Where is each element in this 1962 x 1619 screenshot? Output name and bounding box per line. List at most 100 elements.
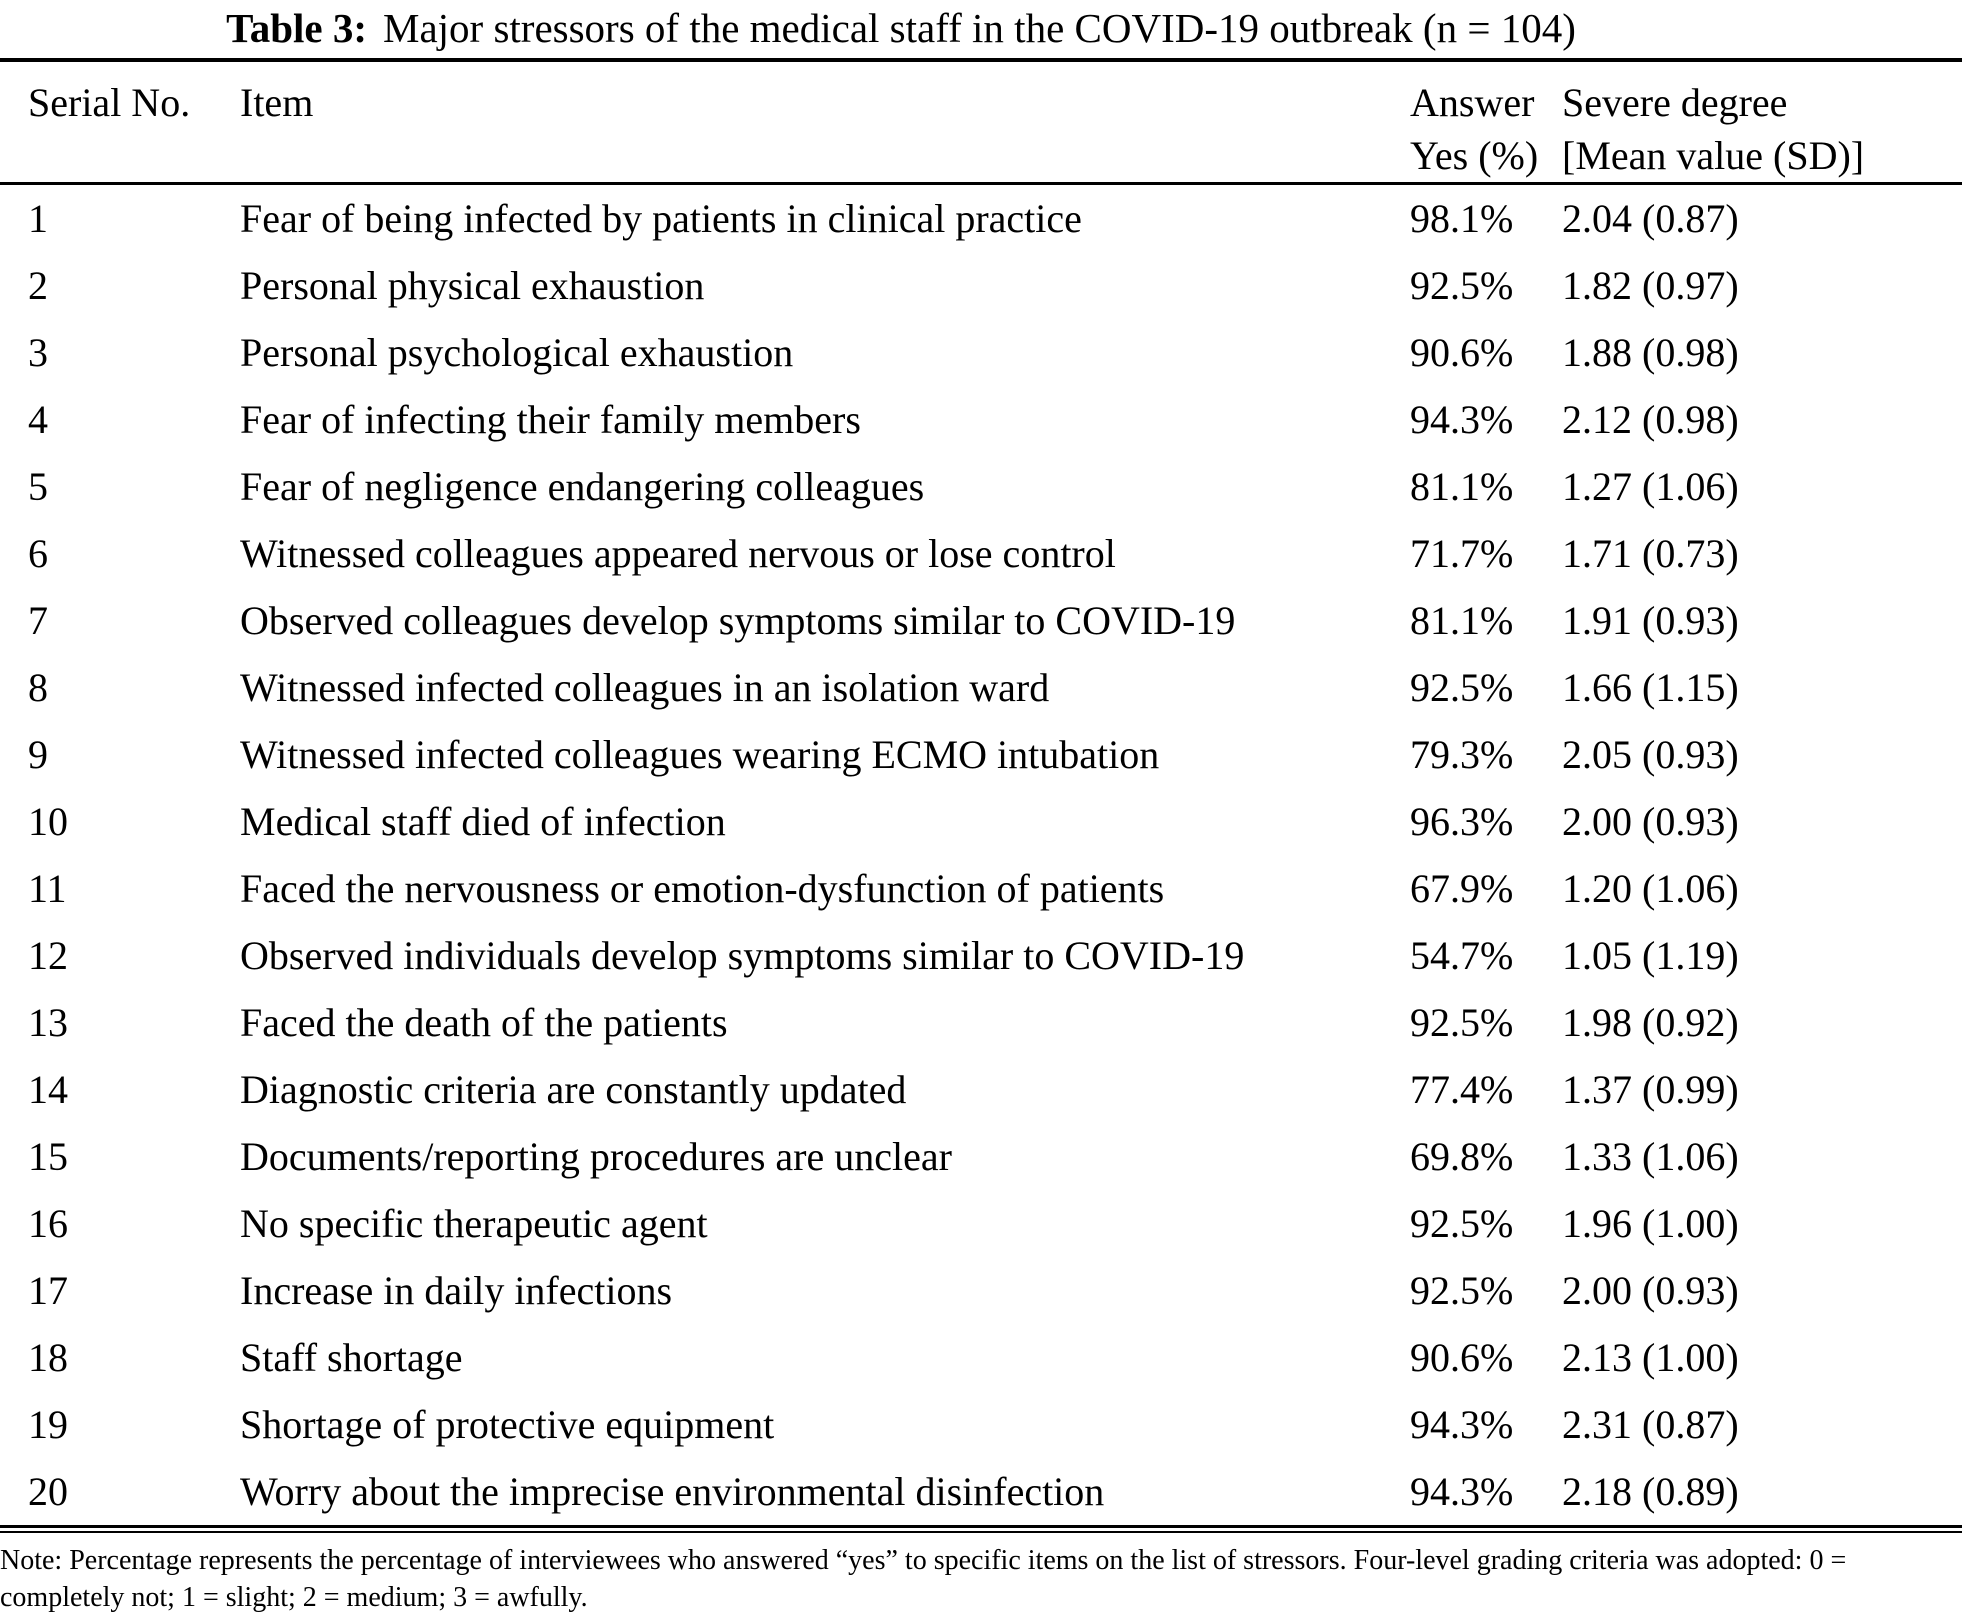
row-item: Increase in daily infections [240, 1268, 673, 1313]
header-rule [0, 182, 1962, 185]
row-severe-degree: 1.20 (1.06) [1562, 866, 1739, 911]
table-row: 18 Staff shortage 90.6% 2.13 (1.00) [0, 1324, 1962, 1391]
row-severe-degree: 1.33 (1.06) [1562, 1134, 1739, 1179]
table-row: 15 Documents/reporting procedures are unc… [0, 1123, 1962, 1190]
row-item: Fear of being infected by patients in cl… [240, 196, 1082, 241]
table-caption-label: Table 3: [226, 5, 367, 51]
row-yes-percent: 94.3% [1410, 1469, 1514, 1514]
table-header-row: Serial No. Item Answer Yes (%) Severe de… [0, 62, 1962, 182]
table-row: 20 Worry about the imprecise environmenta… [0, 1458, 1962, 1525]
row-serial-no: 13 [28, 1000, 68, 1045]
row-severe-degree: 1.37 (0.99) [1562, 1067, 1739, 1112]
row-serial-no: 20 [28, 1469, 68, 1514]
table-row: 5 Fear of negligence endangering colleagu… [0, 453, 1962, 520]
row-serial-no: 18 [28, 1335, 68, 1380]
col-header-severe-line2: [Mean value (SD)] [1562, 133, 1865, 178]
table-row: 4 Fear of infecting their family members 9… [0, 386, 1962, 453]
row-yes-percent: 90.6% [1410, 1335, 1514, 1380]
row-serial-no: 14 [28, 1067, 68, 1112]
row-serial-no: 6 [28, 531, 48, 576]
col-header-answer-line2: Yes (%) [1410, 133, 1539, 178]
row-yes-percent: 92.5% [1410, 665, 1514, 710]
row-item: Fear of infecting their family members [240, 397, 861, 442]
row-item: No specific therapeutic agent [240, 1201, 708, 1246]
row-serial-no: 11 [28, 866, 67, 911]
table-row: 3 Personal psychological exhaustion 90.6% 1… [0, 319, 1962, 386]
row-item: Worry about the imprecise environmental … [240, 1469, 1105, 1514]
row-serial-no: 7 [28, 598, 48, 643]
table-row: 7 Observed colleagues develop symptoms si… [0, 587, 1962, 654]
row-yes-percent: 69.8% [1410, 1134, 1514, 1179]
row-serial-no: 9 [28, 732, 48, 777]
row-severe-degree: 1.27 (1.06) [1562, 464, 1739, 509]
row-item: Witnessed colleagues appeared nervous or… [240, 531, 1116, 576]
table-row: 1 Fear of being infected by patients in c… [0, 185, 1962, 252]
row-severe-degree: 2.18 (0.89) [1562, 1469, 1739, 1514]
row-yes-percent: 98.1% [1410, 196, 1514, 241]
col-header-answer-yes: Answer Yes (%) [1410, 76, 1562, 182]
row-severe-degree: 2.00 (0.93) [1562, 1268, 1739, 1313]
col-header-serial-no: Serial No. [28, 80, 191, 125]
table-caption: Table 3: Major stressors of the medical s… [0, 0, 1962, 58]
row-severe-degree: 2.13 (1.00) [1562, 1335, 1739, 1380]
top-rule [0, 58, 1962, 62]
row-serial-no: 16 [28, 1201, 68, 1246]
row-item: Observed individuals develop symptoms si… [240, 933, 1245, 978]
row-yes-percent: 67.9% [1410, 866, 1514, 911]
row-yes-percent: 96.3% [1410, 799, 1514, 844]
row-yes-percent: 92.5% [1410, 263, 1514, 308]
table-row: 16 No specific therapeutic agent 92.5% 1.96… [0, 1190, 1962, 1257]
row-serial-no: 2 [28, 263, 48, 308]
row-serial-no: 1 [28, 196, 48, 241]
row-item: Observed colleagues develop symptoms sim… [240, 598, 1236, 643]
table-row: 11 Faced the nervousness or emotion-dysfu… [0, 855, 1962, 922]
row-severe-degree: 1.96 (1.00) [1562, 1201, 1739, 1246]
row-severe-degree: 1.98 (0.92) [1562, 1000, 1739, 1045]
row-yes-percent: 71.7% [1410, 531, 1514, 576]
row-serial-no: 19 [28, 1402, 68, 1447]
row-yes-percent: 94.3% [1410, 1402, 1514, 1447]
row-yes-percent: 77.4% [1410, 1067, 1514, 1112]
table-row: 8 Witnessed infected colleagues in an iso… [0, 654, 1962, 721]
row-yes-percent: 79.3% [1410, 732, 1514, 777]
row-yes-percent: 81.1% [1410, 464, 1514, 509]
table-row: 6 Witnessed colleagues appeared nervous o… [0, 520, 1962, 587]
table-row: 12 Observed individuals develop symptoms … [0, 922, 1962, 989]
row-item: Witnessed infected colleagues in an isol… [240, 665, 1050, 710]
row-yes-percent: 90.6% [1410, 330, 1514, 375]
row-serial-no: 15 [28, 1134, 68, 1179]
row-severe-degree: 1.66 (1.15) [1562, 665, 1739, 710]
table-body: 1 Fear of being infected by patients in c… [0, 185, 1962, 1525]
row-yes-percent: 81.1% [1410, 598, 1514, 643]
table-row: 13 Faced the death of the patients 92.5% 1.… [0, 989, 1962, 1056]
row-item: Witnessed infected colleagues wearing EC… [240, 732, 1160, 777]
row-item: Personal physical exhaustion [240, 263, 705, 308]
row-serial-no: 5 [28, 464, 48, 509]
row-severe-degree: 1.71 (0.73) [1562, 531, 1739, 576]
col-header-severe-line1: Severe degree [1562, 80, 1788, 125]
row-severe-degree: 1.05 (1.19) [1562, 933, 1739, 978]
col-header-item: Item [240, 80, 314, 125]
row-severe-degree: 1.82 (0.97) [1562, 263, 1739, 308]
row-serial-no: 4 [28, 397, 48, 442]
col-header-answer-line1: Answer [1410, 80, 1535, 125]
table-note: Note: Percentage represents the percenta… [0, 1545, 1847, 1613]
row-severe-degree: 2.04 (0.87) [1562, 196, 1739, 241]
row-item: Medical staff died of infection [240, 799, 726, 844]
table-row: 2 Personal physical exhaustion 92.5% 1.82 (… [0, 252, 1962, 319]
row-serial-no: 10 [28, 799, 68, 844]
row-yes-percent: 92.5% [1410, 1000, 1514, 1045]
row-item: Documents/reporting procedures are uncle… [240, 1134, 952, 1179]
row-yes-percent: 92.5% [1410, 1201, 1514, 1246]
row-item: Diagnostic criteria are constantly updat… [240, 1067, 907, 1112]
row-item: Personal psychological exhaustion [240, 330, 794, 375]
row-severe-degree: 2.12 (0.98) [1562, 397, 1739, 442]
row-yes-percent: 92.5% [1410, 1268, 1514, 1313]
row-item: Shortage of protective equipment [240, 1402, 775, 1447]
row-yes-percent: 94.3% [1410, 397, 1514, 442]
row-serial-no: 3 [28, 330, 48, 375]
table-row: 10 Medical staff died of infection 96.3% 2.… [0, 788, 1962, 855]
row-severe-degree: 2.31 (0.87) [1562, 1402, 1739, 1447]
row-severe-degree: 2.00 (0.93) [1562, 799, 1739, 844]
